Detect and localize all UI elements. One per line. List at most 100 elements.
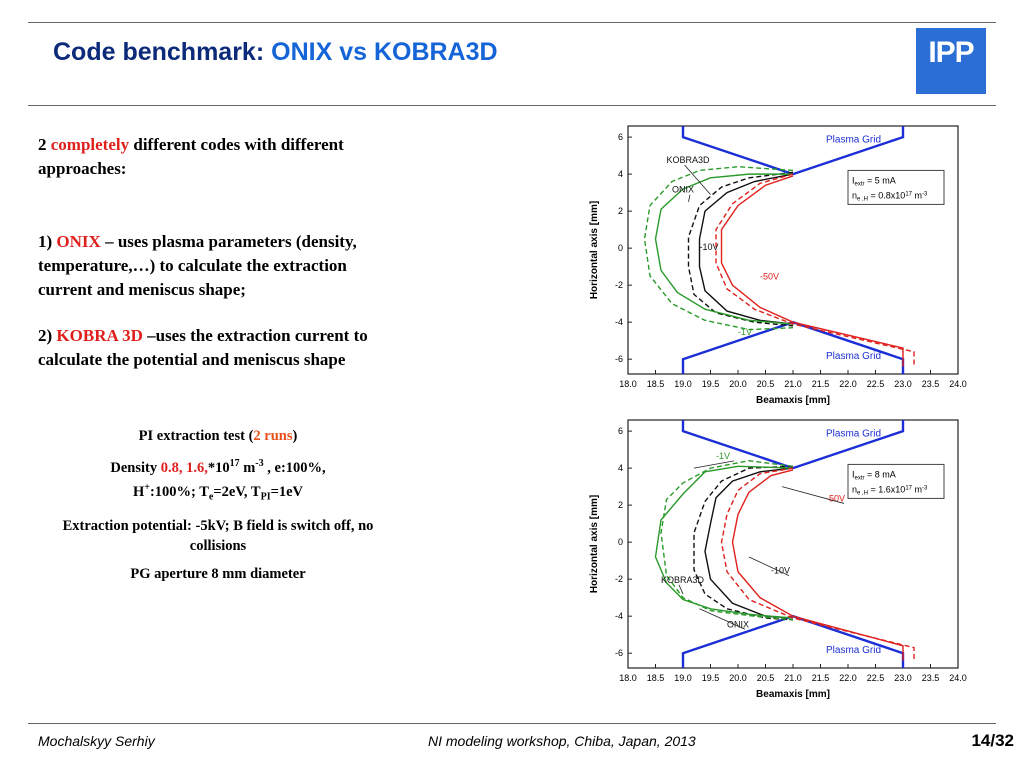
line3-sub-pi: PI [260,491,271,503]
curve-label-leader [748,556,790,576]
curve-label-leader [699,608,746,630]
y-tick-label: -2 [615,280,623,290]
x-tick-label: 19.5 [702,673,720,683]
legend-box [847,169,945,205]
y-tick-label: -6 [615,648,623,658]
line3-c: =2eV, T [213,483,261,500]
chart-5ma: 18.0 18.5 19.0 19.5 20.0 20.5 21.0 21.5 22.0 22.5… [589,125,967,406]
curve-label: -10V [771,566,790,576]
chart-8ma: 18.0 18.5 19.0 19.5 20.0 20.5 21.0 21.5 22.0 22.5… [589,419,967,700]
x-tick-label: 19.0 [674,379,692,389]
slide-title: Code benchmark: ONIX vs KOBRA3D [53,38,498,67]
series-line-red-dashed [715,173,915,367]
item1-num: 1) [38,232,57,251]
legend-density: ne ,H = 0.8x1017 m-3 [852,190,928,202]
y-axis-label: Horizontal axis [mm] [589,495,600,593]
footer-author: Mochalskyy Serhiy [38,733,155,749]
plot-frame [627,125,959,375]
x-tick-label: 20.5 [757,379,775,389]
footer-event: NI modeling workshop, Chiba, Japan, 2013 [428,733,696,749]
y-tick-label: -6 [615,354,623,364]
x-tick-label: 22.5 [867,673,885,683]
intro-suffix: different codes with different approache… [38,135,344,178]
line3-d: =1eV [270,483,304,500]
x-tick-label: 22.0 [839,673,857,683]
density-label: Density [110,459,161,476]
title-highlight: ONIX vs KOBRA3D [271,38,498,66]
density-exp: 17 [229,458,240,469]
series-line-green-solid [654,465,794,619]
series-line-green-dashed [643,166,794,331]
x-tick-label: 18.5 [647,379,665,389]
x-tick-label: 21.5 [812,673,830,683]
legend-box [847,463,945,499]
x-tick-label: 23.0 [894,379,912,389]
y-tick-label: 0 [618,243,623,253]
y-tick-label: -2 [615,574,623,584]
curve-label-leader [684,164,711,195]
curve-label: KOBRA3D [661,575,705,585]
curve-label: -1V [738,327,752,337]
item1-text: – uses plasma parameters (density, tempe… [38,232,357,299]
aperture-text: PG aperture 8 mm diameter [130,565,306,582]
intro-completely: completely [50,135,130,154]
x-tick-label: 21.0 [784,379,802,389]
curve-label: ONIX [672,185,694,195]
x-tick-label: 20.5 [757,673,775,683]
item2-text: –uses the extraction current to calculat… [38,326,368,369]
x-tick-label: 23.5 [922,673,940,683]
series-line-green-dashed [660,460,794,621]
y-tick-label: -4 [615,611,623,621]
series-line-black-solid [704,467,794,619]
y-tick-label: 4 [618,169,623,179]
curve-label: -1V [716,451,730,461]
y-axis-label: Horizontal axis [mm] [589,201,600,299]
line3-a: H [132,483,145,500]
legend-current: Iextr = 5 mA [852,175,896,187]
curve-label: ONIX [727,619,749,629]
line3-b: :100%; T [149,483,209,500]
title-main: Code benchmark: [53,38,265,66]
y-tick-label: 6 [618,426,623,436]
x-tick-label: 22.5 [867,379,885,389]
curve-label: -50V [760,272,779,282]
test-description: PI extraction test (2 runs) Density 0.8,… [38,426,398,592]
item-kobra: 2) KOBRA 3D –uses the extraction current… [38,324,398,372]
x-axis-label: Beamaxis [mm] [756,689,830,700]
intro-paragraph: 2 completely different codes with differ… [38,133,398,181]
item2-num: 2) [38,326,57,345]
x-tick-label: 21.5 [812,379,830,389]
item-onix: 1) ONIX – uses plasma parameters (densit… [38,230,398,302]
density-values: 0.8, 1.6, [160,459,208,476]
x-tick-label: 23.5 [922,379,940,389]
curve-label-leader [781,486,845,504]
line3-sup: + [144,481,150,493]
page-number: 14/32 [971,731,1014,750]
x-tick-label: 24.0 [949,379,967,389]
plasma-grid-label-bottom: Plasma Grid [826,351,881,362]
series-line-red-solid [731,469,904,661]
item1-name: ONIX [56,232,101,251]
x-tick-label: 20.0 [729,673,747,683]
series-line-black-solid [698,173,794,325]
series-line-red-solid [720,175,904,367]
intro-prefix: 2 [38,135,51,154]
legend-density: ne ,H = 1.6x1017 m-3 [852,484,928,496]
y-tick-label: 4 [618,463,623,473]
curve-label: -50V [826,493,845,503]
x-tick-label: 24.0 [949,673,967,683]
series-line-green-solid [654,173,794,325]
test-line1b: ) [292,428,298,444]
y-tick-label: 6 [618,132,623,142]
y-tick-label: -4 [615,317,623,327]
y-tick-label: 2 [618,206,623,216]
density-rest: *10 [207,459,230,476]
test-runs: 2 runs [253,428,293,444]
ipp-logo: IPP [916,28,986,94]
x-tick-label: 18.0 [619,673,637,683]
density-unit: m [239,459,256,476]
curve-label-leader [678,584,684,595]
series-line-red-dashed [720,467,915,661]
x-tick-label: 20.0 [729,379,747,389]
curve-label-leader [688,194,691,202]
